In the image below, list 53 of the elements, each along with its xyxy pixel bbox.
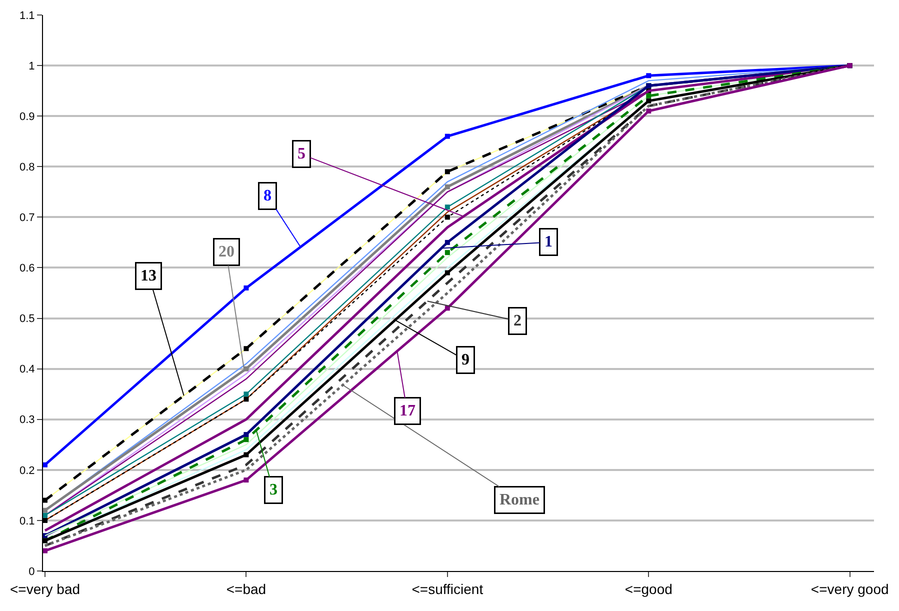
point — [646, 108, 652, 114]
point — [43, 508, 48, 513]
text: 17 — [400, 402, 416, 420]
point — [646, 73, 652, 78]
point — [244, 392, 249, 397]
y-tick-label: 0.1 — [20, 515, 35, 528]
y-tick-label: 0.4 — [20, 364, 35, 376]
y-tick-label: 0.6 — [20, 262, 35, 275]
point — [43, 518, 48, 523]
point — [244, 478, 249, 483]
y-tick-label: 1 — [28, 60, 35, 72]
point — [244, 396, 249, 402]
point — [444, 134, 450, 139]
text: 2 — [514, 312, 522, 330]
point — [244, 432, 249, 438]
y-tick-label: 0.8 — [20, 161, 35, 174]
point — [43, 512, 48, 518]
text: 13 — [140, 268, 156, 284]
point — [444, 204, 450, 210]
point — [444, 240, 450, 245]
x-tick-label: <=bad — [226, 580, 266, 597]
y-tick-label: 0.2 — [20, 464, 35, 477]
x-tick-label: <=sufficient — [412, 580, 484, 597]
point — [43, 498, 48, 503]
point — [244, 346, 249, 352]
text: 3 — [270, 482, 278, 498]
y-tick-label: 0.7 — [20, 212, 35, 224]
text: Rome — [500, 492, 540, 508]
point — [444, 184, 450, 190]
point — [43, 462, 48, 468]
point — [444, 214, 450, 220]
x-tick-label: <=very good — [810, 580, 889, 597]
text: 1 — [544, 234, 552, 250]
point — [244, 285, 249, 290]
y-tick-label: 0 — [28, 566, 35, 578]
y-tick-label: 0.3 — [20, 414, 35, 426]
point — [646, 98, 652, 104]
point — [43, 548, 48, 554]
x-tick-label: <=good — [624, 580, 672, 597]
x-tick-label: <=very bad — [10, 580, 80, 597]
point — [444, 270, 450, 276]
point — [444, 250, 450, 256]
y-tick-label: 0.5 — [20, 313, 35, 326]
point — [646, 93, 652, 98]
text: 8 — [264, 188, 272, 204]
point — [244, 452, 249, 458]
point — [444, 169, 450, 174]
y-tick-label: 1.1 — [20, 10, 35, 22]
text: 20 — [218, 244, 234, 260]
text: 5 — [298, 146, 306, 162]
y-tick-label: 0.9 — [20, 110, 35, 123]
text: 9 — [462, 352, 470, 368]
point — [244, 437, 249, 442]
